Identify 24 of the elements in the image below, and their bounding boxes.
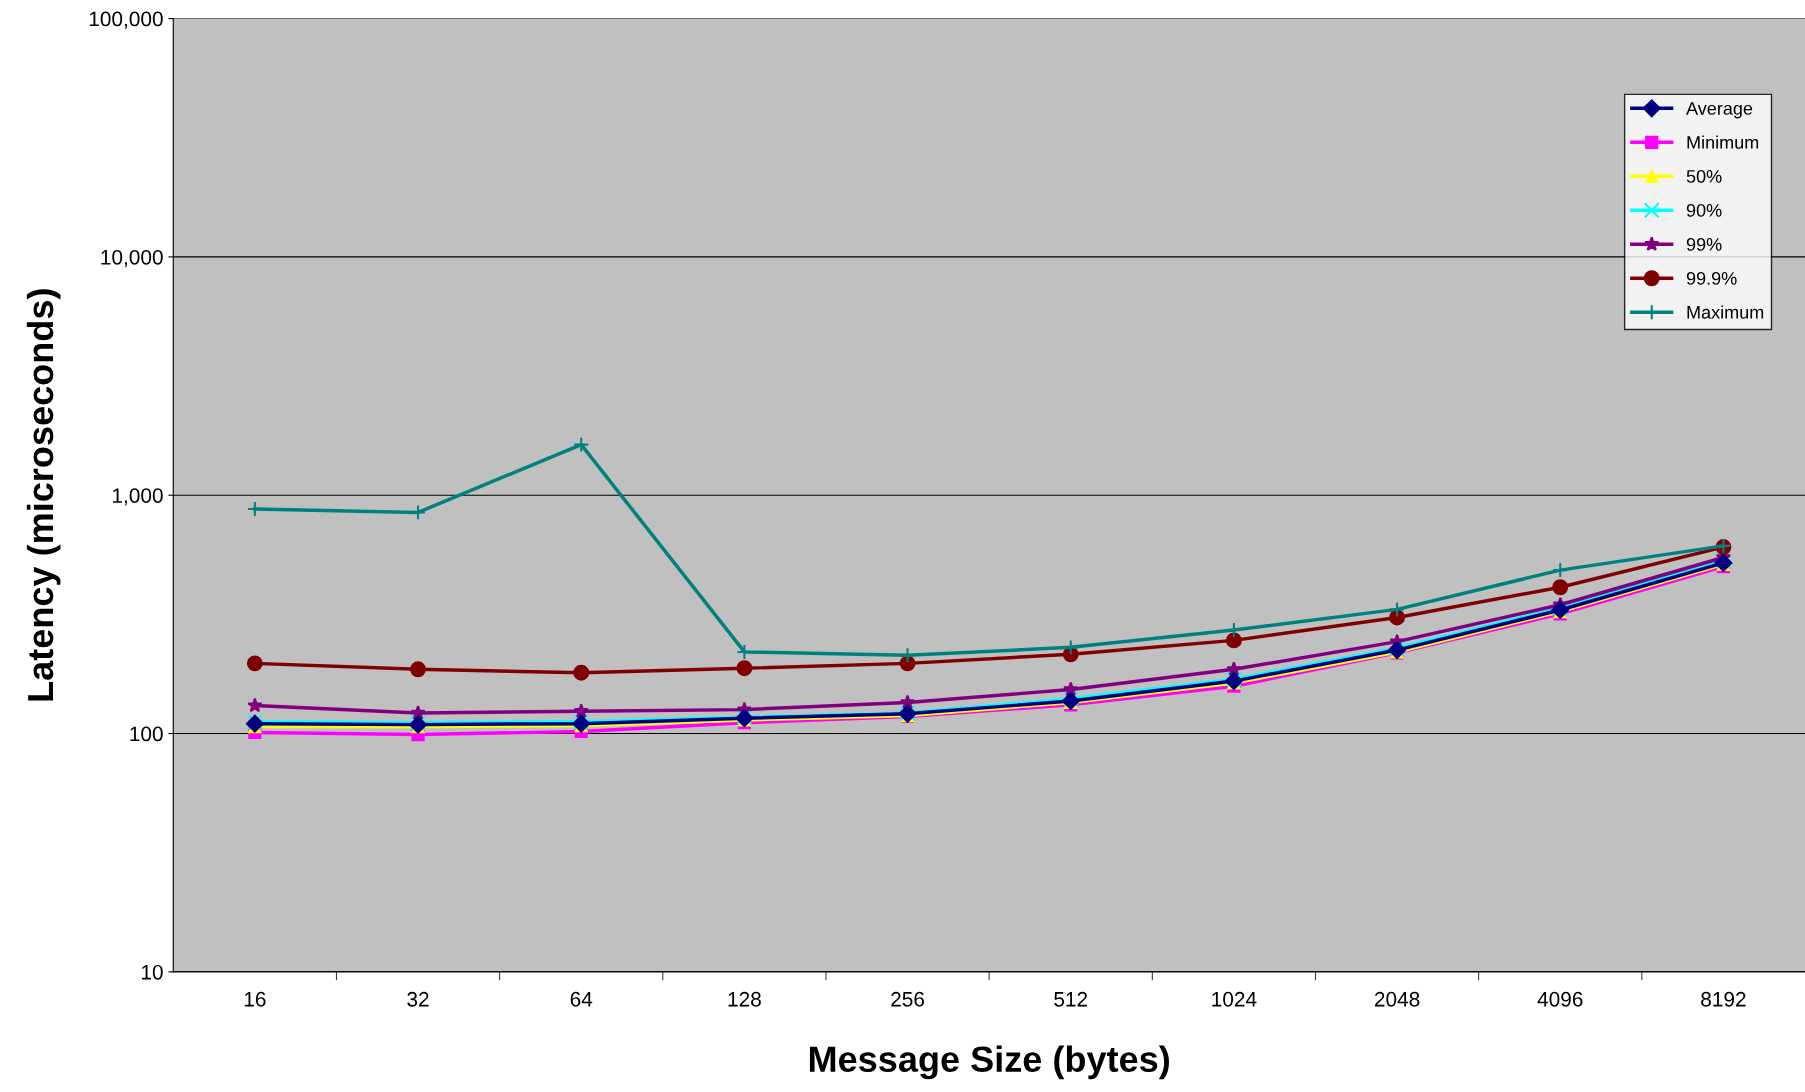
y-tick-label: 10,000 bbox=[101, 249, 163, 268]
y-tick-label: 100,000 bbox=[89, 11, 163, 29]
legend-label: 50% bbox=[1686, 169, 1722, 183]
y-tick-label: 1,000 bbox=[113, 488, 163, 506]
x-tick-label: 4096 bbox=[1537, 991, 1583, 1007]
x-tick-label: 8192 bbox=[1701, 991, 1746, 1007]
x-tick-label: 128 bbox=[728, 991, 761, 1007]
x-tick-label: 64 bbox=[570, 991, 593, 1007]
x-tick-label: 512 bbox=[1054, 991, 1088, 1007]
legend-label: Minimum bbox=[1687, 135, 1759, 149]
y-axis-title: Latency (microseconds) bbox=[26, 289, 61, 701]
legend-label: 99.9% bbox=[1686, 271, 1737, 285]
x-tick-label: 1024 bbox=[1212, 991, 1257, 1007]
x-tick-label: 16 bbox=[244, 991, 266, 1007]
y-tick-label: 100 bbox=[130, 726, 163, 742]
legend-label: Average bbox=[1686, 102, 1753, 119]
x-tick-label: 256 bbox=[891, 991, 925, 1007]
y-tick-label: 10 bbox=[141, 964, 163, 980]
x-axis-title: Message Size (bytes) bbox=[809, 1045, 1169, 1080]
x-tick-label: 2048 bbox=[1374, 991, 1420, 1007]
legend-label: 99% bbox=[1686, 237, 1722, 251]
legend-label: Maximum bbox=[1687, 305, 1764, 319]
x-tick-label: 32 bbox=[407, 991, 429, 1007]
legend-label: 90% bbox=[1686, 203, 1722, 217]
